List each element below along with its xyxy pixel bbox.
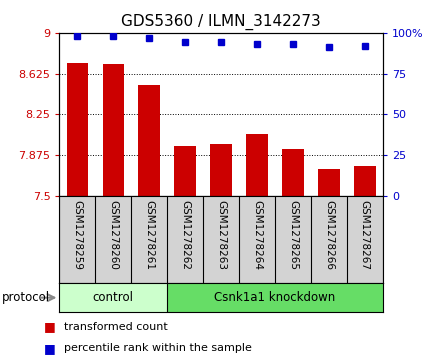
Bar — [174, 146, 196, 196]
Text: GSM1278259: GSM1278259 — [72, 200, 82, 270]
Bar — [354, 166, 376, 196]
Text: GSM1278260: GSM1278260 — [108, 200, 118, 270]
Text: GSM1278266: GSM1278266 — [324, 200, 334, 270]
Text: protocol: protocol — [2, 291, 50, 304]
Text: GSM1278265: GSM1278265 — [288, 200, 298, 270]
Text: ■: ■ — [44, 320, 56, 333]
Bar — [66, 63, 88, 196]
Bar — [282, 149, 304, 196]
Bar — [246, 134, 268, 196]
Text: ■: ■ — [44, 342, 56, 355]
Text: GSM1278262: GSM1278262 — [180, 200, 190, 270]
Text: GSM1278263: GSM1278263 — [216, 200, 226, 270]
Bar — [210, 144, 232, 196]
Bar — [318, 169, 340, 196]
Text: percentile rank within the sample: percentile rank within the sample — [64, 343, 252, 354]
Bar — [139, 85, 160, 196]
Text: GSM1278267: GSM1278267 — [360, 200, 370, 270]
Text: control: control — [93, 291, 134, 304]
Text: Csnk1a1 knockdown: Csnk1a1 knockdown — [214, 291, 336, 304]
Text: transformed count: transformed count — [64, 322, 168, 332]
Text: GSM1278264: GSM1278264 — [252, 200, 262, 270]
Bar — [167, 283, 383, 312]
Title: GDS5360 / ILMN_3142273: GDS5360 / ILMN_3142273 — [121, 14, 321, 30]
Text: GSM1278261: GSM1278261 — [144, 200, 154, 270]
Bar — [103, 64, 124, 196]
